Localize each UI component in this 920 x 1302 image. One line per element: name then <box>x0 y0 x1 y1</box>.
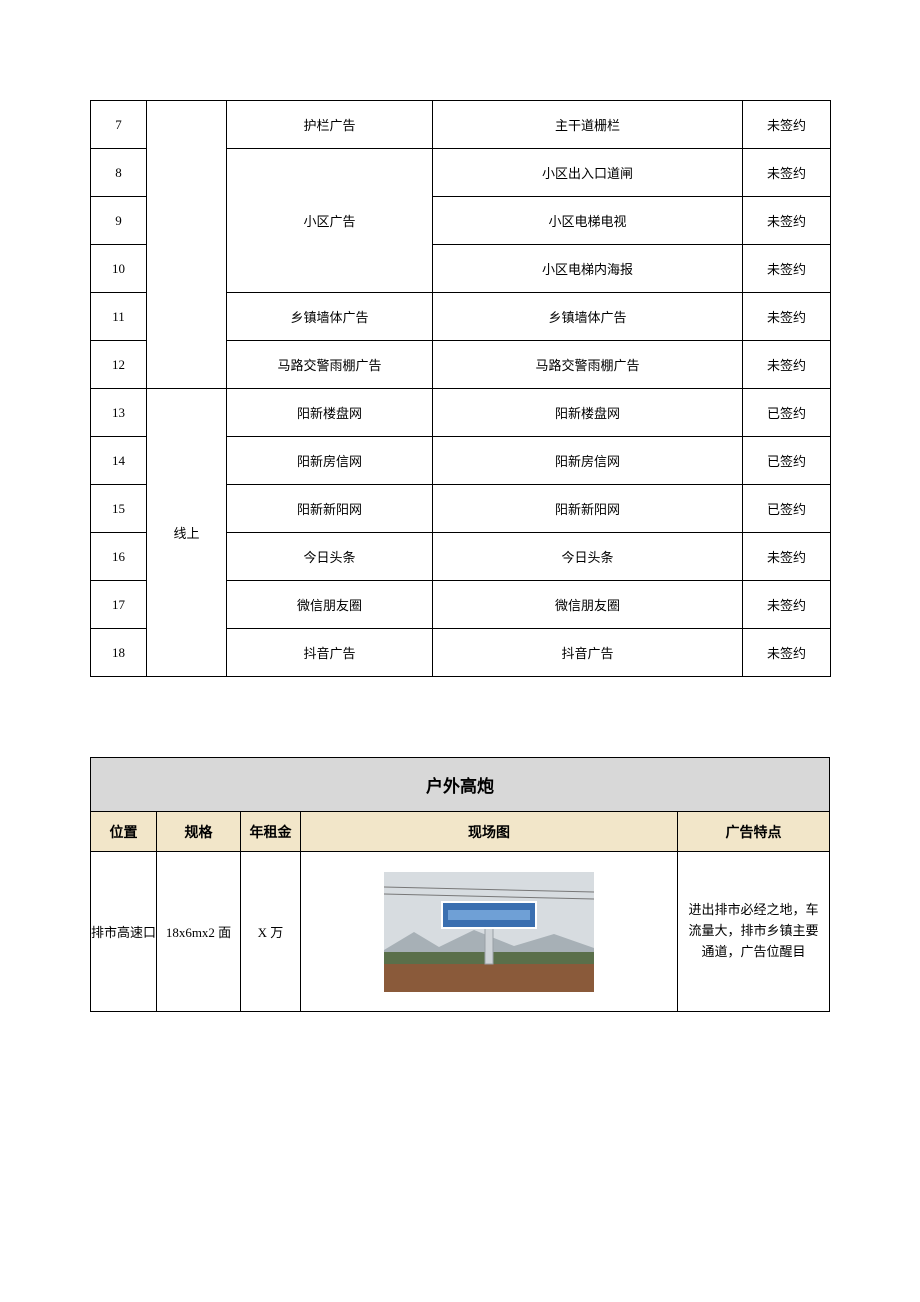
cell-index: 14 <box>91 437 147 485</box>
cell-feature: 进出排市必经之地，车流量大，排市乡镇主要通道，广告位醒目 <box>677 852 829 1012</box>
cell-media-type: 小区广告 <box>227 149 433 293</box>
table-header-row: 位置 规格 年租金 现场图 广告特点 <box>91 812 830 852</box>
cell-index: 17 <box>91 581 147 629</box>
cell-media-name: 小区电梯电视 <box>433 197 743 245</box>
cell-media-name: 阳新新阳网 <box>433 485 743 533</box>
cell-index: 13 <box>91 389 147 437</box>
cell-index: 15 <box>91 485 147 533</box>
cell-media-type: 护栏广告 <box>227 101 433 149</box>
cell-media-type: 今日头条 <box>227 533 433 581</box>
cell-rent: X 万 <box>241 852 301 1012</box>
cell-media-name: 微信朋友圈 <box>433 581 743 629</box>
cell-index: 10 <box>91 245 147 293</box>
cell-media-name: 乡镇墙体广告 <box>433 293 743 341</box>
cell-media-type: 马路交警雨棚广告 <box>227 341 433 389</box>
cell-status: 未签约 <box>743 629 831 677</box>
cell-status: 未签约 <box>743 101 831 149</box>
cell-index: 9 <box>91 197 147 245</box>
cell-index: 12 <box>91 341 147 389</box>
outdoor-billboard-table: 户外高炮 位置 规格 年租金 现场图 广告特点 排市高速口 18x6mx2 面 … <box>90 757 830 1012</box>
cell-index: 8 <box>91 149 147 197</box>
col-header-feature: 广告特点 <box>677 812 829 852</box>
cell-photo <box>301 852 678 1012</box>
cell-spec: 18x6mx2 面 <box>157 852 241 1012</box>
cell-status: 未签约 <box>743 197 831 245</box>
cell-media-name: 抖音广告 <box>433 629 743 677</box>
cell-media-name: 小区出入口道闸 <box>433 149 743 197</box>
table-row: 7 护栏广告主干道栅栏未签约 <box>91 101 831 149</box>
cell-status: 已签约 <box>743 485 831 533</box>
table-row: 排市高速口 18x6mx2 面 X 万 进出排市必经之地，车流量大，排市乡镇主要… <box>91 852 830 1012</box>
cell-status: 未签约 <box>743 149 831 197</box>
cell-status: 未签约 <box>743 533 831 581</box>
billboard-photo-icon <box>384 872 594 992</box>
cell-index: 16 <box>91 533 147 581</box>
cell-media-type: 微信朋友圈 <box>227 581 433 629</box>
col-header-spec: 规格 <box>157 812 241 852</box>
cell-media-type: 阳新房信网 <box>227 437 433 485</box>
cell-status: 未签约 <box>743 245 831 293</box>
cell-media-name: 主干道栅栏 <box>433 101 743 149</box>
col-header-photo: 现场图 <box>301 812 678 852</box>
cell-media-type: 抖音广告 <box>227 629 433 677</box>
col-header-position: 位置 <box>91 812 157 852</box>
cell-position: 排市高速口 <box>91 852 157 1012</box>
cell-media-type: 阳新楼盘网 <box>227 389 433 437</box>
cell-media-name: 马路交警雨棚广告 <box>433 341 743 389</box>
cell-index: 18 <box>91 629 147 677</box>
media-list-table: 7护栏广告主干道栅栏未签约8小区广告小区出入口道闸未签约9小区电梯电视未签约10… <box>90 100 831 677</box>
cell-media-name: 阳新房信网 <box>433 437 743 485</box>
cell-status: 未签约 <box>743 293 831 341</box>
section-title: 户外高炮 <box>91 758 830 812</box>
cell-status: 已签约 <box>743 389 831 437</box>
cell-media-type: 阳新新阳网 <box>227 485 433 533</box>
cell-category <box>147 101 227 389</box>
cell-status: 未签约 <box>743 341 831 389</box>
cell-status: 未签约 <box>743 581 831 629</box>
col-header-rent: 年租金 <box>241 812 301 852</box>
cell-index: 11 <box>91 293 147 341</box>
cell-media-name: 阳新楼盘网 <box>433 389 743 437</box>
table-row: 13线上阳新楼盘网阳新楼盘网已签约 <box>91 389 831 437</box>
cell-media-name: 今日头条 <box>433 533 743 581</box>
cell-media-name: 小区电梯内海报 <box>433 245 743 293</box>
cell-index: 7 <box>91 101 147 149</box>
cell-media-type: 乡镇墙体广告 <box>227 293 433 341</box>
cell-category: 线上 <box>147 389 227 677</box>
cell-status: 已签约 <box>743 437 831 485</box>
